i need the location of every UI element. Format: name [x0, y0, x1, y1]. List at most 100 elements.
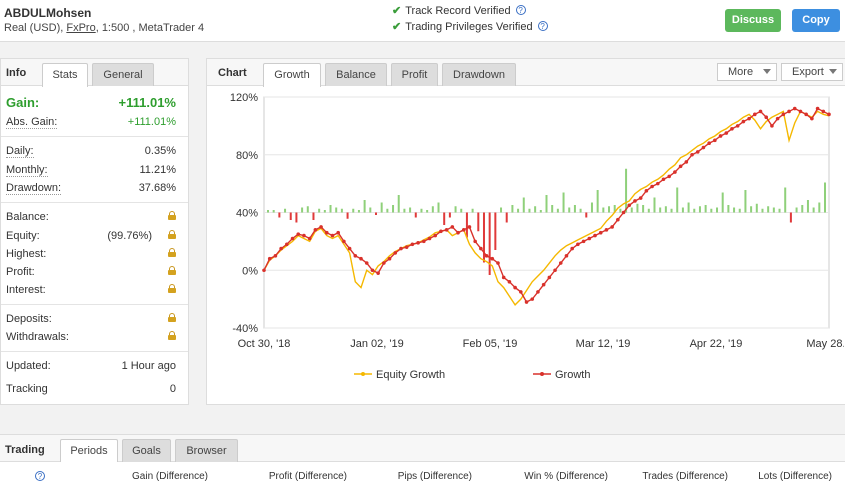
export-dropdown[interactable]: Export — [781, 63, 843, 81]
daily-bar — [716, 207, 719, 213]
tab-goals[interactable]: Goals — [122, 439, 171, 462]
daily-bar — [647, 208, 650, 213]
info-title: Info — [6, 67, 27, 79]
help-icon[interactable]: ? — [537, 21, 548, 31]
growth-point — [827, 112, 831, 117]
more-dropdown[interactable]: More — [717, 63, 777, 81]
equity-growth-line — [263, 110, 830, 307]
updated-value: 1 Hour ago — [121, 360, 176, 372]
daily-bar — [659, 207, 662, 213]
growth-point — [707, 141, 711, 145]
growth-point — [547, 275, 552, 280]
growth-point — [655, 181, 660, 186]
y-tick-label: -40% — [232, 323, 258, 335]
daily-bar — [306, 206, 309, 213]
tab-drawdown[interactable]: Drawdown — [442, 63, 516, 86]
divider — [1, 136, 188, 137]
daily-bar — [744, 190, 747, 213]
trading-section-header: Trading Periods Goals Browser — [0, 434, 845, 463]
growth-point — [513, 285, 517, 290]
drawdown-value: 37.68% — [138, 182, 176, 194]
growth-point — [621, 210, 626, 215]
info-panel-header: Info Stats General — [1, 59, 188, 87]
growth-point — [741, 119, 746, 124]
growth-point — [815, 106, 820, 111]
daily-bar — [318, 208, 321, 213]
drawdown-label[interactable]: Drawdown: — [6, 182, 62, 195]
monthly-label[interactable]: Monthly: — [6, 164, 48, 177]
account-type: Real (USD), — [4, 22, 64, 34]
lock-icon — [168, 331, 176, 343]
daily-bar — [329, 205, 332, 213]
daily-bar — [778, 208, 781, 213]
growth-point — [519, 290, 523, 294]
growth-point — [279, 246, 283, 251]
tab-periods[interactable]: Periods — [60, 439, 118, 463]
updated-row: Updated: 1 Hour ago — [6, 360, 176, 376]
account-name: ABDULMohsen — [4, 6, 92, 20]
growth-point — [307, 236, 312, 241]
lock-icon — [168, 211, 176, 223]
discuss-button[interactable]: Discuss — [725, 9, 781, 32]
growth-point — [267, 256, 272, 261]
col-gain: Gain (Difference) — [132, 471, 208, 482]
daily-bar — [352, 208, 355, 213]
growth-point — [444, 228, 449, 232]
daily-bar — [556, 208, 559, 213]
daily-bar — [795, 207, 798, 213]
growth-point — [735, 124, 740, 128]
daily-bar — [562, 192, 565, 213]
broker-link[interactable]: FxPro — [66, 22, 96, 34]
account-leverage-platform: , 1:500 , MetaTrader 4 — [95, 22, 205, 34]
daily-bar — [392, 205, 395, 213]
withdrawals-row: Withdrawals: — [6, 331, 176, 347]
growth-point — [302, 233, 306, 238]
check-icon: ✔ — [392, 21, 402, 33]
trading-table-header: ? Gain (Difference) Profit (Difference) … — [0, 462, 845, 490]
help-icon[interactable]: ? — [35, 471, 45, 481]
growth-point — [792, 106, 797, 111]
tab-browser[interactable]: Browser — [175, 439, 238, 462]
growth-point — [370, 268, 375, 273]
daily-bar — [448, 212, 451, 218]
track-record-verified: ✔ Track Record Verified? — [392, 4, 526, 17]
daily-bar — [568, 207, 571, 213]
daily-bar — [784, 187, 787, 213]
tab-stats[interactable]: Stats — [42, 63, 88, 87]
daily-bar — [323, 210, 326, 213]
chart-title: Chart — [218, 67, 247, 79]
growth-point — [353, 254, 358, 258]
help-icon[interactable]: ? — [515, 5, 526, 15]
daily-bar — [482, 212, 485, 263]
tab-profit[interactable]: Profit — [391, 63, 438, 86]
col-lots: Lots (Difference) — [758, 471, 832, 482]
daily-bar — [374, 212, 377, 215]
deposits-row: Deposits: — [6, 313, 176, 329]
lock-icon — [168, 230, 176, 242]
copy-button[interactable]: Copy — [792, 9, 840, 32]
tab-growth[interactable]: Growth — [263, 63, 321, 87]
daily-bar — [818, 202, 821, 213]
tracking-value: 0 — [169, 383, 176, 395]
daily-bar — [733, 207, 736, 213]
growth-point — [490, 256, 495, 261]
profit-label: Profit: — [6, 266, 35, 278]
tab-general[interactable]: General — [92, 63, 154, 86]
tab-balance[interactable]: Balance — [325, 63, 387, 86]
y-tick-label: 120% — [230, 92, 258, 104]
daily-bar — [431, 206, 434, 213]
growth-point — [564, 254, 569, 258]
x-tick-label: Mar 12, '19 — [576, 338, 631, 350]
growth-point — [730, 126, 734, 131]
daily-bar — [369, 207, 372, 213]
growth-point — [644, 189, 649, 193]
abs-gain-label[interactable]: Abs. Gain: — [6, 116, 58, 129]
equity-row: Equity: (99.76%) — [6, 230, 176, 246]
daily-bar — [693, 208, 696, 213]
daily-label[interactable]: Daily: — [6, 145, 34, 158]
daily-bar — [772, 207, 775, 213]
growth-point — [313, 228, 318, 232]
lock-icon — [168, 313, 176, 325]
daily-bar — [630, 207, 633, 213]
x-tick-label: Feb 05, '19 — [463, 338, 518, 350]
